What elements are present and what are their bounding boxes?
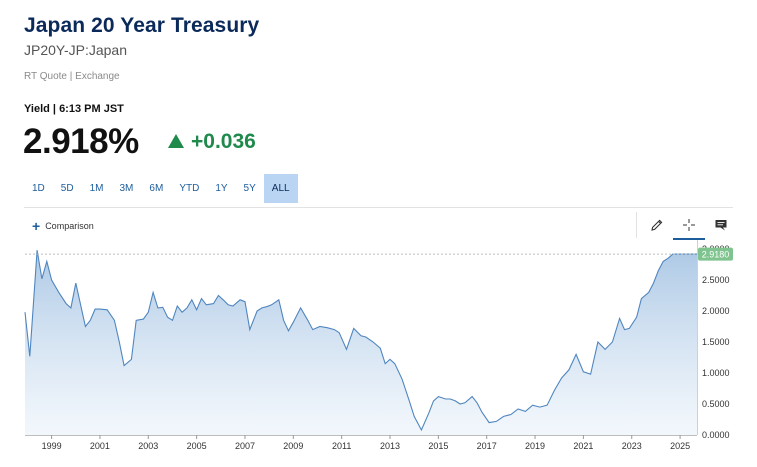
yield-area — [25, 250, 697, 435]
last-value-label: 2.9180 — [702, 250, 730, 260]
yield-price: 2.918% — [23, 122, 139, 161]
range-1m[interactable]: 1M — [89, 183, 104, 194]
quote-source: RT Quote | Exchange — [24, 71, 120, 82]
yield-line — [24, 250, 697, 432]
x-tick-label: 2003 — [138, 441, 158, 451]
last-value-badge — [698, 247, 733, 261]
divider — [24, 207, 733, 208]
y-tick-label: 1.0000 — [702, 368, 730, 378]
x-tick-label: 2023 — [622, 441, 642, 451]
x-tick-label: 1999 — [42, 441, 62, 451]
range-6m[interactable]: 6M — [149, 183, 164, 194]
x-tick-label: 2025 — [670, 441, 690, 451]
x-tick-label: 2019 — [525, 441, 545, 451]
y-tick-label: 0.5000 — [702, 399, 730, 409]
yield-change-value: +0.036 — [191, 130, 256, 153]
range-5d[interactable]: 5D — [60, 183, 74, 194]
range-1y[interactable]: 1Y — [215, 183, 228, 194]
yield-time-label: Yield | 6:13 PM JST — [24, 103, 124, 115]
symbol-label: JP20Y-JP:Japan — [24, 42, 127, 58]
range-5y[interactable]: 5Y — [243, 183, 256, 194]
comment-icon — [715, 220, 727, 231]
comparison-label: Comparison — [45, 221, 94, 231]
x-tick-label: 2007 — [235, 441, 255, 451]
comment-tool-button[interactable] — [705, 212, 737, 238]
chart-toolbar — [636, 212, 737, 240]
pencil-icon — [651, 219, 663, 231]
plus-icon: + — [32, 218, 41, 234]
comparison-button[interactable]: + Comparison — [32, 218, 94, 234]
y-tick-label: 2.5000 — [702, 275, 730, 285]
x-tick-label: 2011 — [332, 441, 351, 451]
x-tick-label: 2001 — [90, 441, 110, 451]
range-3m[interactable]: 3M — [119, 183, 134, 194]
crosshair-icon — [683, 219, 695, 231]
yield-chart[interactable]: 1999 2001 2003 2005 2007 2009 2011 2013 2015 2017… — [0, 236, 757, 467]
x-tick-label: 2021 — [573, 441, 593, 451]
x-tick-label: 2013 — [380, 441, 400, 451]
range-ytd[interactable]: YTD — [179, 183, 200, 194]
x-tick-label: 2005 — [187, 441, 207, 451]
y-tick-label: 2.0000 — [702, 306, 730, 316]
crosshair-tool-button[interactable] — [673, 212, 705, 240]
time-range-selector: 1D 5D 1M 3M 6M YTD 1Y 5Y ALL — [24, 174, 298, 203]
y-tick-label: 0.0000 — [702, 430, 730, 440]
toolbar-separator — [636, 212, 637, 238]
draw-tool-button[interactable] — [641, 212, 673, 238]
yield-change: +0.036 — [168, 130, 256, 154]
x-tick-label: 2017 — [477, 441, 497, 451]
range-1d[interactable]: 1D — [32, 183, 45, 194]
y-tick-label: 1.5000 — [702, 337, 730, 347]
x-tick-label: 2015 — [428, 441, 448, 451]
x-tick-label: 2009 — [283, 441, 303, 451]
page-title: Japan 20 Year Treasury — [24, 14, 260, 37]
up-arrow-icon — [168, 134, 184, 148]
range-all[interactable]: ALL — [263, 174, 298, 203]
